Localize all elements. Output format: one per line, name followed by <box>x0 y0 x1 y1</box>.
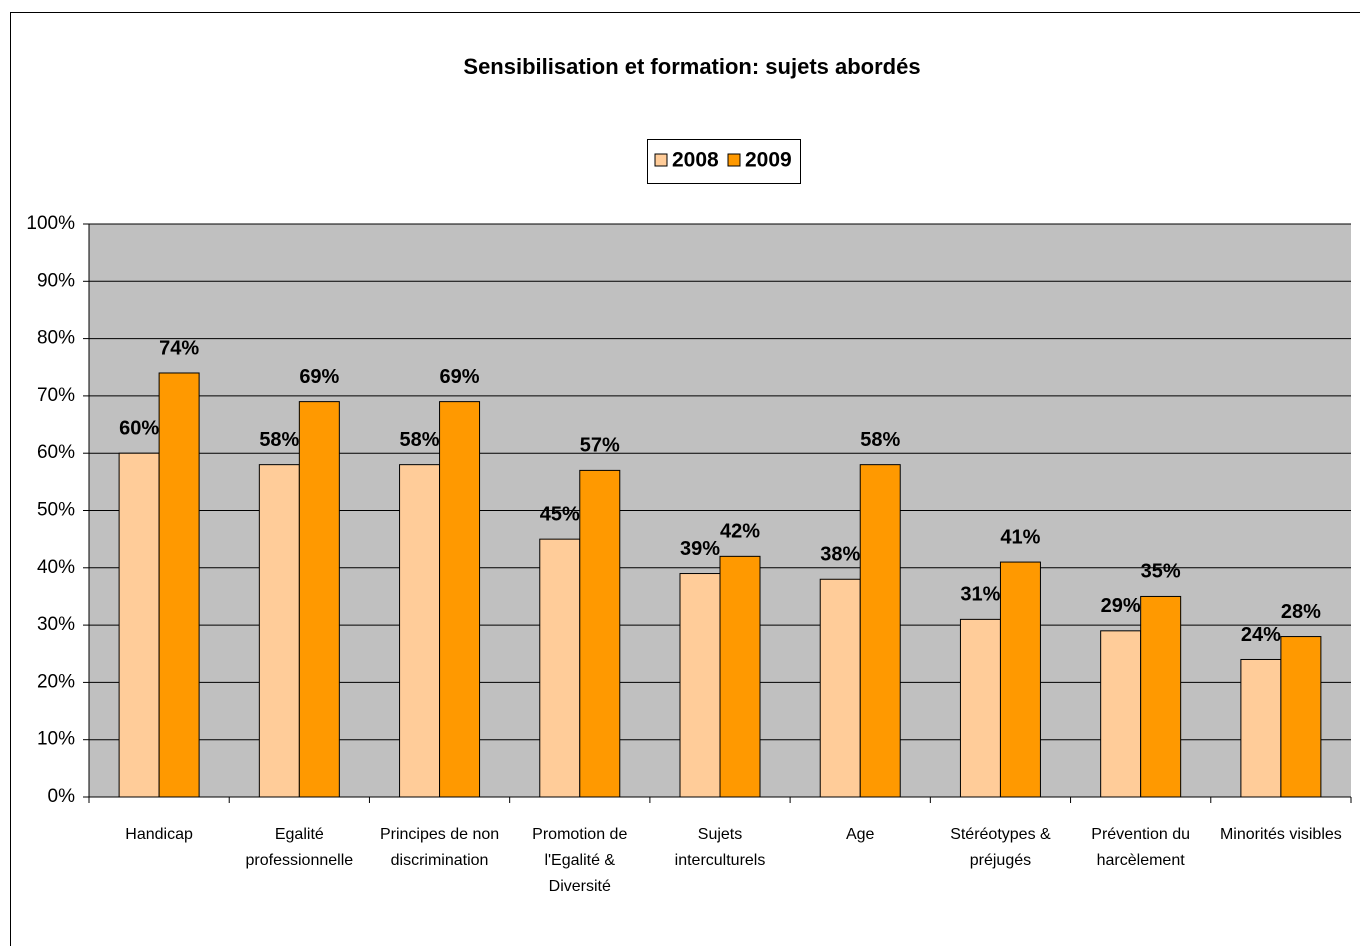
bar <box>959 618 1001 798</box>
bar <box>158 372 200 798</box>
bar <box>439 401 481 798</box>
data-label: 41% <box>1000 526 1040 548</box>
data-label: 38% <box>820 544 860 566</box>
y-tick-label: 50% <box>37 500 75 521</box>
bar <box>679 573 721 798</box>
y-tick-label: 100% <box>26 213 75 234</box>
data-label: 39% <box>680 538 720 560</box>
bar <box>819 578 861 798</box>
x-tick-label: Age <box>845 826 875 843</box>
data-label: 35% <box>1141 561 1181 583</box>
legend-swatch <box>654 153 668 167</box>
x-tick-label: Minorités visibles <box>1219 826 1342 843</box>
bar <box>999 561 1041 798</box>
y-tick-label: 80% <box>37 328 75 349</box>
data-label: 69% <box>440 366 480 388</box>
bar <box>1240 658 1282 798</box>
bar <box>1280 636 1322 798</box>
y-tick-label: 10% <box>37 729 75 750</box>
y-tick-label: 70% <box>37 385 75 406</box>
bar <box>579 469 621 798</box>
x-tick-label: Prévention du harcèlement <box>1091 826 1191 869</box>
data-label: 58% <box>860 429 900 451</box>
legend-box <box>647 139 801 184</box>
bar <box>539 538 581 798</box>
bar <box>859 464 901 798</box>
x-tick-label: Egalité professionnelle <box>245 826 354 869</box>
x-tick-label: Principes de non discrimination <box>379 826 500 869</box>
y-tick-label: 60% <box>37 442 75 463</box>
y-tick-label: 20% <box>37 671 75 692</box>
data-label: 24% <box>1241 624 1281 646</box>
data-label: 31% <box>960 584 1000 606</box>
legend-swatch <box>727 153 741 167</box>
bar <box>298 401 340 798</box>
x-tick-label: Stéréotypes & préjugés <box>950 826 1051 869</box>
data-label: 58% <box>400 429 440 451</box>
bar <box>118 452 160 798</box>
legend-label: 2009 <box>745 149 792 172</box>
data-label: 60% <box>119 417 159 439</box>
data-label: 45% <box>540 503 580 525</box>
data-label: 57% <box>580 435 620 457</box>
chart-title: Sensibilisation et formation: sujets abo… <box>463 54 920 79</box>
data-label: 29% <box>1101 595 1141 617</box>
bar <box>1100 630 1142 798</box>
legend-label: 2008 <box>672 149 719 172</box>
data-label: 58% <box>259 429 299 451</box>
bar <box>719 555 761 798</box>
data-label: 69% <box>299 366 339 388</box>
x-tick-label: Sujets interculturels <box>674 826 766 869</box>
y-tick-label: 40% <box>37 557 75 578</box>
bar <box>399 464 441 798</box>
bar <box>258 464 300 798</box>
data-label: 28% <box>1281 601 1321 623</box>
y-tick-label: 0% <box>48 786 76 807</box>
y-tick-label: 30% <box>37 614 75 635</box>
x-tick-label: Handicap <box>125 826 193 843</box>
data-label: 74% <box>159 337 199 359</box>
y-tick-label: 90% <box>37 270 75 291</box>
data-label: 42% <box>720 521 760 543</box>
x-tick-label: Promotion de l'Egalité & Diversité <box>532 826 628 895</box>
bar <box>1140 595 1182 798</box>
